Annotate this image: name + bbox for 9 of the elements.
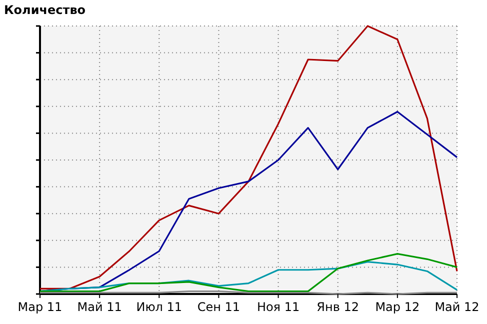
x-tick-label: Июл 11 <box>136 300 182 314</box>
x-tick-label: Мар 12 <box>375 300 420 314</box>
x-tick-label: Ноя 11 <box>256 300 300 314</box>
chart-title: Количество <box>4 3 86 17</box>
x-tick-label: Мар 11 <box>18 300 62 314</box>
x-tick-label: Май 12 <box>434 300 480 314</box>
x-tick-label: Сен 11 <box>197 300 240 314</box>
x-tick-label: Янв 12 <box>316 300 360 314</box>
x-tick-label: Май 11 <box>77 300 122 314</box>
